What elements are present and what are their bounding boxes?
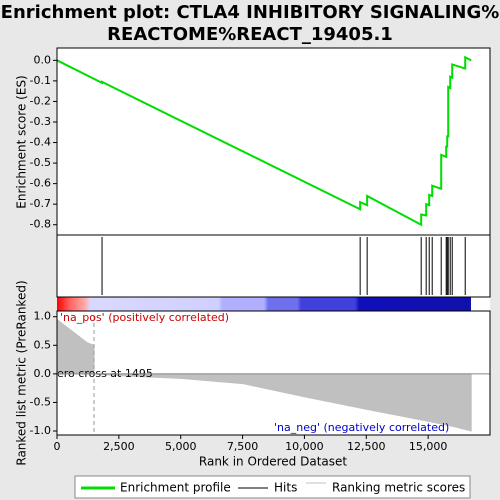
legend-label: Hits (274, 481, 297, 495)
y-tick-label: 0.0 (34, 367, 52, 380)
y-axis-label: Enrichment score (ES) (15, 75, 29, 208)
chart-title: REACTOME%REACT_19405.1 (107, 24, 393, 45)
annotation: 'na_pos' (positively correlated) (60, 311, 229, 324)
y-tick-label: -0.8 (30, 218, 51, 231)
x-tick-label: 12,500 (347, 440, 386, 453)
y-tick-label: -0.2 (30, 94, 51, 107)
y-axis-label: Ranked list metric (PreRanked) (15, 280, 29, 465)
panel-frame (56, 234, 491, 298)
legend-label: Ranking metric scores (332, 481, 465, 495)
y-tick-label: -0.5 (30, 156, 51, 169)
legend (74, 475, 471, 499)
plot-background (57, 48, 490, 435)
y-tick-label: 1.0 (34, 310, 52, 323)
x-tick-label: 5,000 (165, 440, 197, 453)
y-tick-label: -1.0 (30, 424, 51, 437)
y-tick-label: -0.1 (30, 74, 51, 87)
y-tick-label: -0.5 (30, 395, 51, 408)
annotation: 'na_neg' (negatively correlated) (274, 421, 449, 434)
y-tick-label: 0.0 (34, 53, 52, 66)
y-tick-label: -0.4 (30, 136, 51, 149)
y-tick-label: -0.3 (30, 115, 51, 128)
y-tick-label: -0.7 (30, 197, 51, 210)
color-bar (57, 297, 471, 311)
x-tick-label: 0 (54, 440, 61, 453)
x-axis-label: Rank in Ordered Dataset (199, 455, 347, 469)
y-tick-label: 0.5 (34, 338, 52, 351)
x-tick-label: 7,500 (227, 440, 259, 453)
enrichment-profile (56, 55, 472, 227)
ranking-metric (56, 318, 472, 432)
y-tick-label: -0.6 (30, 177, 51, 190)
legend-label: Enrichment profile (120, 481, 231, 495)
x-tick-label: 15,000 (409, 440, 448, 453)
x-tick-label: 10,000 (285, 440, 324, 453)
x-tick-label: 2,500 (103, 440, 135, 453)
chart-title: Enrichment plot: CTLA4 INHIBITORY SIGNAL… (1, 2, 500, 23)
panel-frame (56, 310, 491, 436)
